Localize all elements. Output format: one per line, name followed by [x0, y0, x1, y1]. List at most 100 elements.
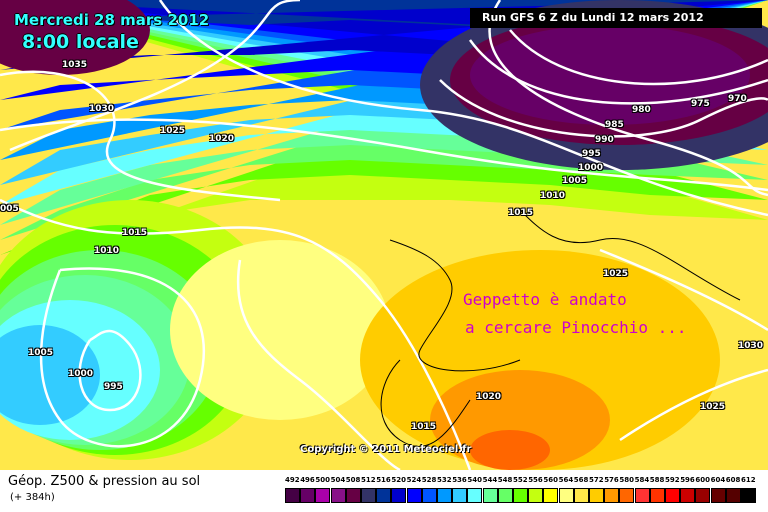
isobar-label: 1010 — [540, 191, 566, 201]
isobar-label: 1025 — [603, 269, 629, 279]
legend-label: 496 — [300, 476, 315, 484]
legend-label: 528 — [421, 476, 437, 484]
isobar-label: 1025 — [700, 402, 726, 412]
forecast-range: (+ 384h) — [10, 492, 55, 503]
isobar-label: 1030 — [738, 341, 764, 351]
legend-swatch — [361, 488, 376, 503]
legend-swatch — [300, 488, 316, 503]
warm-pale — [170, 240, 390, 420]
legend-label: 508 — [345, 476, 361, 484]
footer: Géop. Z500 & pression au sol (+ 384h) 49… — [0, 470, 768, 512]
isobar-0 — [0, 118, 768, 192]
legend-label: 516 — [376, 476, 391, 484]
isobar-2 — [9, 0, 301, 152]
legend-swatch — [452, 488, 468, 503]
isobar-label: 1000 — [68, 369, 94, 379]
legend-swatch — [573, 488, 589, 503]
legend-label: 568 — [573, 476, 589, 484]
isobar-1 — [0, 70, 281, 202]
legend-label: 584 — [634, 476, 650, 484]
isobar-label: 980 — [632, 105, 651, 115]
isobar-label: 1035 — [62, 60, 88, 70]
legend-label: 612 — [741, 476, 756, 484]
isobar-label: 1005 — [562, 176, 588, 186]
legend-swatch — [482, 488, 498, 503]
legend-swatch — [315, 488, 331, 503]
legend-swatch — [634, 488, 650, 503]
isobar-10 — [0, 198, 472, 470]
legend-label: 596 — [680, 476, 695, 484]
legend-swatch — [345, 488, 361, 503]
isobar-label: 995 — [582, 149, 601, 159]
isobar-12 — [599, 248, 768, 332]
annotation-line-1: Geppetto è andato — [463, 290, 627, 309]
isobar-3 — [158, 0, 768, 217]
legend-swatch — [680, 488, 696, 503]
legend-label: 560 — [543, 476, 559, 484]
isobar-label: 1030 — [89, 104, 115, 114]
nw-purple — [0, 0, 150, 75]
isobar-6 — [468, 39, 768, 105]
warm-red — [470, 430, 550, 470]
isobar-label: 990 — [595, 135, 614, 145]
isobar-label: 975 — [691, 99, 710, 109]
isobar-label: 1015 — [411, 422, 437, 432]
legend-label: 600 — [695, 476, 711, 484]
isobar-label: 970 — [728, 94, 747, 104]
legend-swatch — [406, 488, 422, 503]
legend-swatch — [285, 488, 300, 503]
isobar-label: 1020 — [209, 134, 235, 144]
legend-label: 532 — [437, 476, 452, 484]
legend-label: 604 — [710, 476, 726, 484]
legend-label: 588 — [649, 476, 665, 484]
legend-label: 564 — [558, 476, 574, 484]
isobar-label: 995 — [104, 382, 123, 392]
isobar-7 — [509, 29, 768, 86]
legend-swatch — [695, 488, 711, 503]
isobar-5 — [439, 79, 768, 138]
legend-label: 504 — [330, 476, 346, 484]
legend-label: 536 — [452, 476, 467, 484]
model-run-label: Run GFS 6 Z du Lundi 12 mars 2012 — [470, 8, 762, 28]
map-title: Géop. Z500 & pression au sol — [8, 474, 201, 489]
legend-swatch — [619, 488, 635, 503]
legend-label: 576 — [604, 476, 619, 484]
coastline-2 — [519, 209, 741, 301]
isobar-label: 1025 — [160, 126, 186, 136]
legend-swatch — [513, 488, 528, 503]
legend-label: 608 — [725, 476, 741, 484]
isobar-8 — [39, 267, 206, 448]
legend-label: 524 — [406, 476, 422, 484]
legend-label: 548 — [497, 476, 513, 484]
legend-label: 512 — [361, 476, 376, 484]
legend-label: 544 — [482, 476, 498, 484]
isobar-label: 985 — [605, 120, 624, 130]
isobar-13 — [619, 368, 768, 442]
legend-swatch — [391, 488, 407, 503]
isobar-label: 1015 — [122, 228, 148, 238]
forecast-time: 8:00 locale — [22, 31, 139, 53]
isobar-label: 005 — [0, 204, 19, 214]
isobar-label: 1000 — [578, 163, 604, 173]
legend-label: 572 — [589, 476, 604, 484]
legend-swatch — [665, 488, 680, 503]
isobar-4 — [488, 0, 768, 197]
legend-label: 492 — [285, 476, 300, 484]
legend-swatch — [710, 488, 726, 503]
legend-label: 556 — [528, 476, 543, 484]
legend-label: 580 — [619, 476, 635, 484]
legend-label: 520 — [391, 476, 407, 484]
isobar-label: 1015 — [508, 208, 534, 218]
legend-swatch — [330, 488, 346, 503]
legend-swatch — [725, 488, 741, 503]
geopotential-map — [0, 0, 768, 470]
isobar-9 — [78, 329, 142, 412]
legend-swatch — [741, 488, 756, 503]
legend-label: 552 — [513, 476, 528, 484]
legend-swatch — [649, 488, 665, 503]
isobar-label: 1010 — [94, 246, 120, 256]
coastline-0 — [389, 239, 521, 372]
isobar-label: 1020 — [476, 392, 502, 402]
legend-swatch — [589, 488, 604, 503]
